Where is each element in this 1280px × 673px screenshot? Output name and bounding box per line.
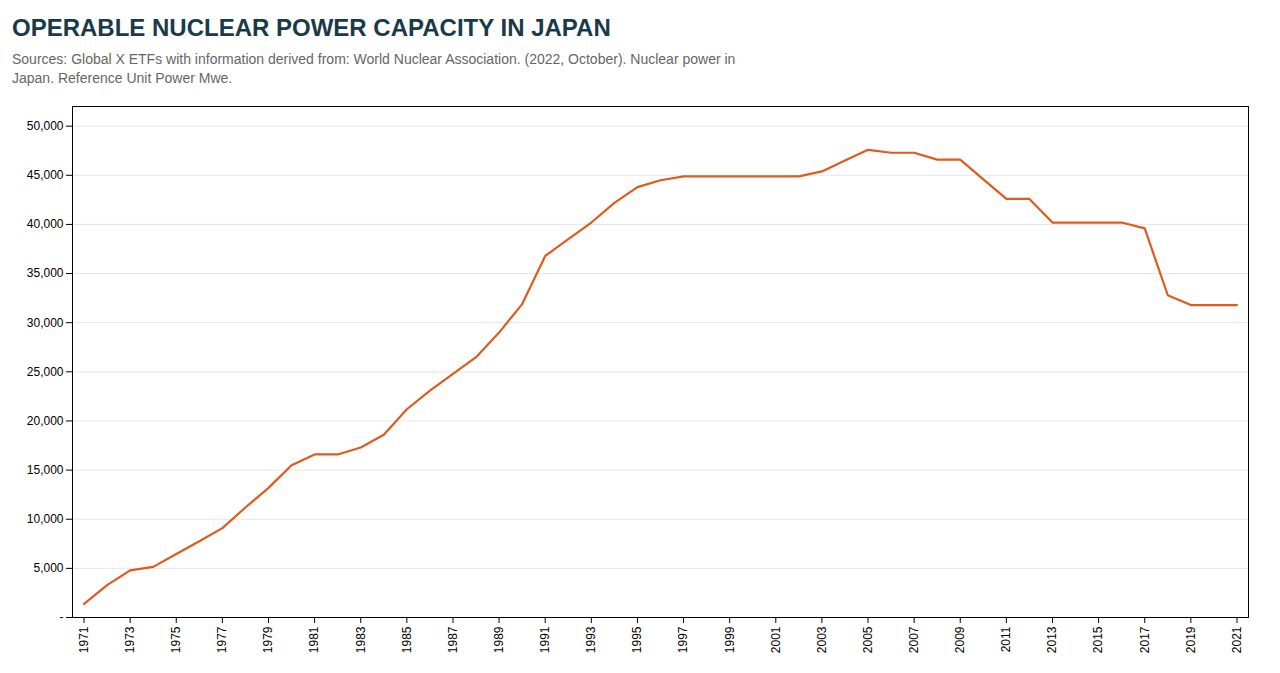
svg-text:2021: 2021 <box>1230 626 1244 653</box>
svg-text:1989: 1989 <box>492 626 506 653</box>
svg-text:-: - <box>60 610 64 624</box>
svg-text:20,000: 20,000 <box>27 414 64 428</box>
svg-text:2011: 2011 <box>999 626 1013 652</box>
svg-text:1979: 1979 <box>261 626 275 653</box>
svg-text:50,000: 50,000 <box>27 119 64 133</box>
html-text:Sources: Global X ETFs with in: Sources: Global X ETFs with information … <box>12 51 736 67</box>
svg-text:30,000: 30,000 <box>27 316 64 330</box>
svg-text:1983: 1983 <box>354 626 368 653</box>
svg-text:2017: 2017 <box>1138 626 1152 653</box>
svg-text:1991: 1991 <box>538 626 552 653</box>
svg-text:1997: 1997 <box>676 626 690 653</box>
svg-text:2015: 2015 <box>1091 626 1105 653</box>
html-text:OPERABLE NUCLEAR POWER CAPACIT: OPERABLE NUCLEAR POWER CAPACITY IN JAPAN <box>12 14 611 41</box>
svg-text:2005: 2005 <box>861 626 875 653</box>
svg-text:1981: 1981 <box>307 626 321 653</box>
svg-text:1975: 1975 <box>169 626 183 653</box>
svg-text:45,000: 45,000 <box>27 168 64 182</box>
svg-text:1977: 1977 <box>215 626 229 653</box>
html-text:Japan. Reference Unit Power Mw: Japan. Reference Unit Power Mwe. <box>12 70 233 86</box>
svg-text:2013: 2013 <box>1045 626 1059 653</box>
svg-text:1993: 1993 <box>584 626 598 653</box>
svg-text:2019: 2019 <box>1184 626 1198 653</box>
svg-text:1973: 1973 <box>123 626 137 653</box>
svg-text:2009: 2009 <box>953 626 967 653</box>
svg-text:5,000: 5,000 <box>33 561 63 575</box>
svg-text:1971: 1971 <box>77 626 91 653</box>
svg-text:1985: 1985 <box>400 626 414 653</box>
svg-text:1995: 1995 <box>630 626 644 653</box>
svg-text:35,000: 35,000 <box>27 266 64 280</box>
svg-text:25,000: 25,000 <box>27 365 64 379</box>
svg-text:1999: 1999 <box>723 626 737 653</box>
svg-text:10,000: 10,000 <box>27 512 64 526</box>
svg-text:1987: 1987 <box>446 626 460 653</box>
svg-text:2003: 2003 <box>815 626 829 653</box>
svg-text:2007: 2007 <box>907 626 921 653</box>
svg-text:40,000: 40,000 <box>27 217 64 231</box>
svg-text:15,000: 15,000 <box>27 463 64 477</box>
svg-text:2001: 2001 <box>769 626 783 653</box>
